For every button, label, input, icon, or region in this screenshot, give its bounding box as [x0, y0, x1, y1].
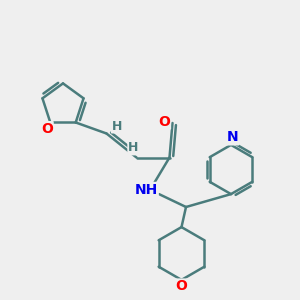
Text: N: N [227, 130, 238, 144]
Text: O: O [41, 122, 52, 136]
Text: NH: NH [134, 183, 158, 197]
Text: O: O [176, 280, 188, 293]
Text: H: H [128, 141, 139, 154]
Text: O: O [158, 115, 170, 128]
Text: H: H [112, 119, 122, 133]
